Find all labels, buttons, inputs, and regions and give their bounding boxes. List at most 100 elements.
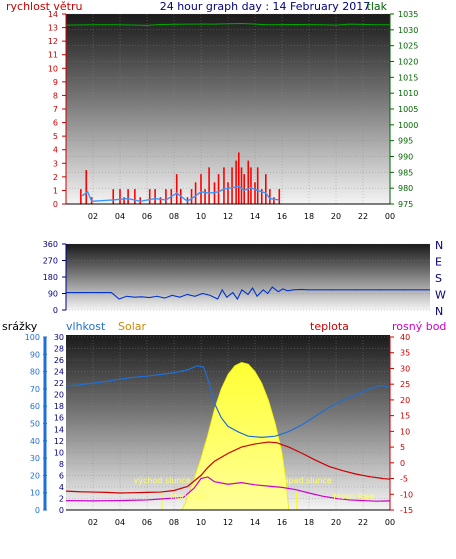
graph-day-title: 24 hour graph day : 14 February 2017 bbox=[160, 0, 371, 13]
wind-tick-label: 0 bbox=[53, 200, 58, 209]
temperature-line bbox=[65, 441, 391, 494]
humidity-tick-label: 4 bbox=[59, 483, 64, 492]
x-tick-label: 04 bbox=[115, 212, 125, 221]
humidity-tick-label: 28 bbox=[54, 345, 64, 354]
x-tick-label: 10 bbox=[196, 212, 206, 221]
rain-tick-label: 0 bbox=[35, 506, 40, 515]
wind-tick-label: 8 bbox=[53, 91, 58, 100]
x-tick-label: 00 bbox=[385, 212, 395, 221]
pressure-tick-label: 985 bbox=[398, 168, 413, 177]
x-tick-label: 08 bbox=[169, 518, 179, 527]
x-tick-label: 14 bbox=[250, 518, 260, 527]
humidity-tick-label: 22 bbox=[54, 379, 64, 388]
x-tick-label: 16 bbox=[277, 518, 287, 527]
humidity-tick-label: 20 bbox=[54, 391, 64, 400]
wind-tick-label: 4 bbox=[53, 146, 58, 155]
temperature-tick-label: 15 bbox=[400, 412, 410, 421]
rain-tick-label: 20 bbox=[30, 471, 40, 480]
wind-tick-label: 1 bbox=[53, 186, 58, 195]
x-tick-label: 20 bbox=[331, 518, 341, 527]
humidity-tick-label: 6 bbox=[59, 471, 64, 480]
wind-speed-title: rychlost větru bbox=[6, 0, 82, 13]
rain-tick-label: 40 bbox=[30, 437, 40, 446]
compass-label: E bbox=[435, 256, 442, 269]
x-tick-label: 16 bbox=[277, 212, 287, 221]
pressure-tick-label: 975 bbox=[398, 200, 413, 209]
rain-tick-label: 60 bbox=[30, 402, 40, 411]
pressure-tick-label: 1020 bbox=[398, 58, 418, 67]
wind-tick-label: 9 bbox=[53, 78, 58, 87]
x-tick-label: 12 bbox=[223, 518, 233, 527]
x-tick-label: 10 bbox=[196, 518, 206, 527]
pressure-tick-label: 1035 bbox=[398, 10, 418, 19]
pressure-tick-label: 1025 bbox=[398, 42, 418, 51]
temperature-tick-label: 5 bbox=[400, 443, 405, 452]
compass-label: N bbox=[435, 239, 443, 252]
humidity-tick-label: 0 bbox=[59, 506, 64, 515]
wind-tick-label: 6 bbox=[53, 119, 58, 128]
humidity-axis-label: vlhkost bbox=[66, 320, 106, 333]
wind-tick-label: 13 bbox=[48, 24, 58, 33]
x-tick-label: 02 bbox=[88, 212, 98, 221]
humidity-line bbox=[65, 365, 391, 438]
pressure-tick-label: 1030 bbox=[398, 26, 418, 35]
temperature-tick-label: -15 bbox=[400, 506, 413, 515]
wind-tick-label: 12 bbox=[48, 37, 58, 46]
x-tick-label: 14 bbox=[250, 212, 260, 221]
direction-tick-label: 270 bbox=[43, 257, 58, 266]
humidity-tick-label: 18 bbox=[54, 402, 64, 411]
moonset-annotation: Moon Set bbox=[170, 492, 207, 501]
pressure-tick-label: 1000 bbox=[398, 121, 418, 130]
x-tick-label: 22 bbox=[358, 212, 368, 221]
wind-average-line bbox=[81, 185, 280, 203]
wind-tick-label: 2 bbox=[53, 173, 58, 182]
temperature-tick-label: 25 bbox=[400, 380, 410, 389]
humidity-tick-label: 16 bbox=[54, 414, 64, 423]
x-tick-label: 20 bbox=[331, 212, 341, 221]
x-tick-label: 08 bbox=[169, 212, 179, 221]
compass-label: N bbox=[435, 305, 443, 318]
x-tick-label: 18 bbox=[304, 518, 314, 527]
temperature-tick-label: 0 bbox=[400, 459, 405, 468]
compass-label: W bbox=[435, 289, 446, 302]
dewpoint-line bbox=[65, 476, 391, 502]
humidity-tick-label: 14 bbox=[54, 425, 64, 434]
x-tick-label: 06 bbox=[142, 518, 152, 527]
x-tick-label: 22 bbox=[358, 518, 368, 527]
wind-tick-label: 11 bbox=[48, 51, 58, 60]
rain-tick-label: 70 bbox=[30, 385, 40, 394]
moonrise-annotation: Moon Rise bbox=[333, 492, 374, 501]
pressure-title: tlak bbox=[367, 0, 388, 13]
pressure-tick-label: 995 bbox=[398, 137, 413, 146]
humidity-tick-label: 8 bbox=[59, 460, 64, 469]
x-tick-label: 04 bbox=[115, 518, 125, 527]
temperature-tick-label: 40 bbox=[400, 333, 410, 342]
temperature-tick-label: 30 bbox=[400, 364, 410, 373]
rain-tick-label: 80 bbox=[30, 368, 40, 377]
direction-tick-label: 360 bbox=[43, 240, 58, 249]
rain-tick-label: 10 bbox=[30, 489, 40, 498]
rain-tick-label: 50 bbox=[30, 420, 40, 429]
temperature-tick-label: 35 bbox=[400, 349, 410, 358]
wind-tick-label: 5 bbox=[53, 132, 58, 141]
pressure-tick-label: 980 bbox=[398, 184, 413, 193]
rain-tick-label: 100 bbox=[25, 333, 40, 342]
solar-area bbox=[181, 361, 290, 511]
x-tick-label: 00 bbox=[385, 518, 395, 527]
direction-tick-label: 0 bbox=[53, 306, 58, 315]
pressure-line bbox=[65, 22, 390, 26]
humidity-tick-label: 24 bbox=[54, 368, 64, 377]
direction-tick-label: 180 bbox=[43, 273, 58, 282]
rain-tick-label: 90 bbox=[30, 350, 40, 359]
wind-tick-label: 14 bbox=[48, 10, 58, 19]
temperature-axis-label: teplota bbox=[310, 320, 349, 333]
humidity-tick-label: 26 bbox=[54, 356, 64, 365]
wind-tick-label: 10 bbox=[48, 64, 58, 73]
temperature-tick-label: 10 bbox=[400, 427, 410, 436]
temperature-tick-label: 20 bbox=[400, 396, 410, 405]
humidity-tick-label: 12 bbox=[54, 437, 64, 446]
humidity-tick-label: 2 bbox=[59, 494, 64, 503]
x-tick-label: 18 bbox=[304, 212, 314, 221]
sunrise-annotation: východ slunce bbox=[134, 476, 191, 485]
